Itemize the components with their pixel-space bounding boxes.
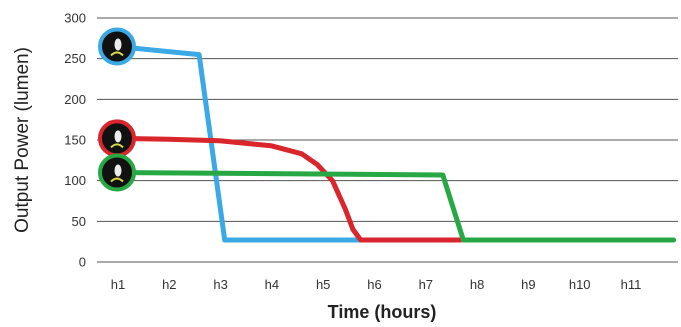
lamp-icon <box>98 119 136 158</box>
series-lines <box>114 44 677 243</box>
y-tick-label-100: 100 <box>64 173 86 188</box>
series-line-2 <box>114 135 464 243</box>
y-tick-label-300: 300 <box>64 11 86 26</box>
x-tick-label-h10: h10 <box>569 277 591 292</box>
y-tick-label-150: 150 <box>64 133 86 148</box>
x-tick-label-h9: h9 <box>521 277 535 292</box>
x-tick-label-h4: h4 <box>265 277 279 292</box>
lamp-icon-highlight <box>114 164 122 177</box>
x-tick-label-h1: h1 <box>111 277 125 292</box>
lamp-icon-highlight <box>114 38 122 51</box>
lamp-icon-base <box>110 143 124 149</box>
series-markers <box>98 27 136 192</box>
x-tick-label-h5: h5 <box>316 277 330 292</box>
lamp-icon <box>98 27 136 66</box>
x-tick-label-h2: h2 <box>162 277 176 292</box>
y-axis-label: Output Power (lumen) <box>12 47 33 233</box>
y-tick-label-0: 0 <box>79 255 86 270</box>
lamp-icon-base <box>110 177 124 183</box>
x-tick-label-h6: h6 <box>367 277 381 292</box>
y-tick-labels: 0 50 100 150 200 250 300 <box>64 11 86 270</box>
series-line-1 <box>114 44 366 243</box>
lamp-icon <box>98 153 136 192</box>
y-tick-label-200: 200 <box>64 92 86 107</box>
x-tick-label-h3: h3 <box>213 277 227 292</box>
y-tick-label-50: 50 <box>72 214 86 229</box>
series-line-3 <box>114 170 677 243</box>
y-tick-label-250: 250 <box>64 51 86 66</box>
lamp-icon-highlight <box>114 130 122 143</box>
x-tick-label-h7: h7 <box>419 277 433 292</box>
lamp-icon-base <box>110 51 124 57</box>
x-tick-label-h8: h8 <box>470 277 484 292</box>
x-tick-label-h11: h11 <box>621 277 642 292</box>
x-axis-label: Time (hours) <box>328 302 437 322</box>
x-tick-labels: h1 h2 h3 h4 h5 h6 h7 h8 h9 h10 h11 <box>111 277 642 292</box>
